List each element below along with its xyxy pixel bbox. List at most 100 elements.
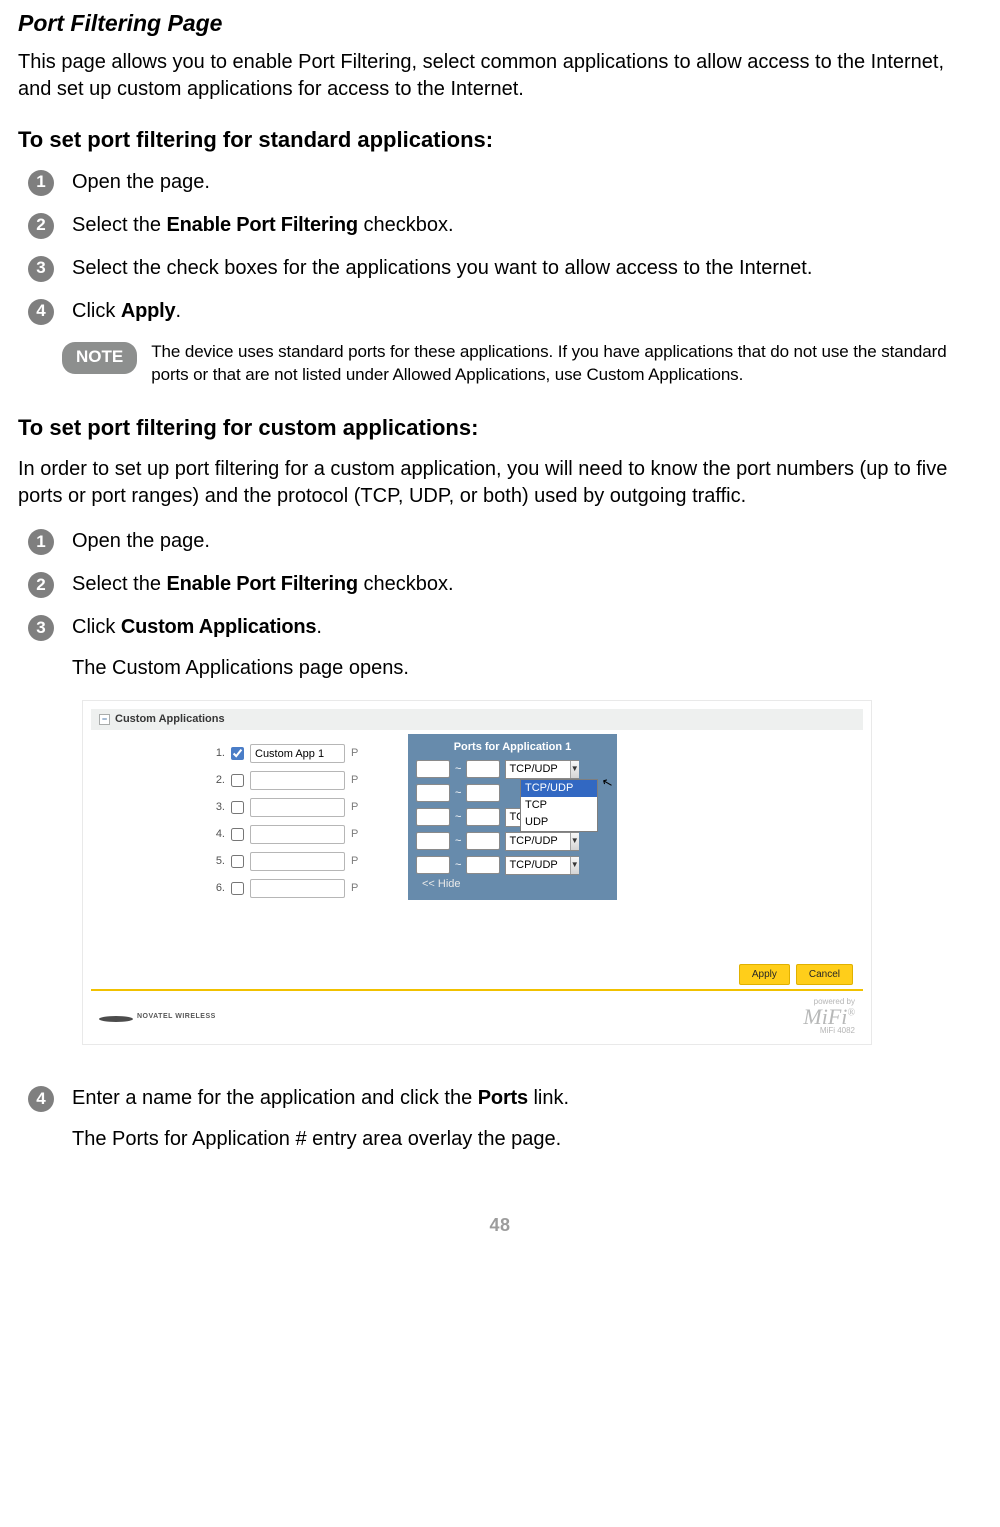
step-bullet: 3 xyxy=(28,256,54,282)
port-from-input[interactable] xyxy=(416,856,450,874)
chevron-down-icon: ▼ xyxy=(570,761,579,778)
app-name-input[interactable] xyxy=(250,771,345,790)
step-4: 4 Click Apply. xyxy=(28,298,982,325)
proto-value: TCP/UDP xyxy=(509,858,557,873)
range-sep: ~ xyxy=(455,810,461,825)
step-bullet: 1 xyxy=(28,170,54,196)
custom-desc: In order to set up port filtering for a … xyxy=(18,456,982,510)
app-checkbox[interactable] xyxy=(231,801,244,814)
app-checkbox[interactable] xyxy=(231,828,244,841)
app-checkbox[interactable] xyxy=(231,855,244,868)
port-row: ~ TCP/UDP ▼ xyxy=(416,856,609,875)
step-1: 1 Open the page. xyxy=(28,528,982,555)
dd-option[interactable]: UDP xyxy=(521,814,597,831)
ui-ref: Enable Port Filtering xyxy=(167,214,358,236)
step-text: Select the Enable Port Filtering checkbo… xyxy=(72,571,982,598)
row-num: 5. xyxy=(211,854,225,869)
protocol-dropdown-open[interactable]: TCP/UDP TCP UDP xyxy=(520,779,598,832)
port-to-input[interactable] xyxy=(466,760,500,778)
steps-standard: 1 Open the page. 2 Select the Enable Por… xyxy=(28,169,982,325)
step-bullet: 3 xyxy=(28,615,54,641)
range-sep: ~ xyxy=(455,834,461,849)
ports-overlay: Ports for Application 1 ~ TCP/UDP▼ TCP/U… xyxy=(408,734,617,900)
page-number: 48 xyxy=(18,1213,982,1237)
ports-link-letter[interactable]: P xyxy=(351,881,358,896)
app-checkbox[interactable] xyxy=(231,774,244,787)
app-name-input[interactable] xyxy=(250,744,345,763)
step-3: 3 Select the check boxes for the applica… xyxy=(28,255,982,282)
t: checkbox. xyxy=(358,573,454,595)
screenshot-footer: NOVATEL WIRELESS powered by MiFi® MiFi 4… xyxy=(91,997,863,1036)
port-from-input[interactable] xyxy=(416,832,450,850)
protocol-select[interactable]: TCP/UDP▼ xyxy=(505,832,579,851)
hide-link[interactable]: << Hide xyxy=(416,877,609,892)
collapse-icon[interactable]: − xyxy=(99,714,110,725)
t: Click xyxy=(72,616,121,638)
t: checkbox. xyxy=(358,214,454,236)
panel-header[interactable]: − Custom Applications xyxy=(91,709,863,730)
step-3: 3 Click Custom Applications. xyxy=(28,614,982,641)
intro-text: This page allows you to enable Port Filt… xyxy=(18,49,982,103)
dd-option[interactable]: TCP/UDP xyxy=(521,780,597,797)
step-bullet: 4 xyxy=(28,299,54,325)
section-title: Port Filtering Page xyxy=(18,8,982,39)
divider xyxy=(91,989,863,991)
protocol-select[interactable]: TCP/UDP ▼ xyxy=(505,856,579,875)
heading-standard-apps: To set port filtering for standard appli… xyxy=(18,125,982,155)
ports-link-letter[interactable]: P xyxy=(351,773,358,788)
cancel-button[interactable]: Cancel xyxy=(796,964,853,985)
port-from-input[interactable] xyxy=(416,784,450,802)
port-row: ~ TCP/UDP▼ TCP/UDP TCP UDP ↖ xyxy=(416,760,609,779)
steps-custom-cont: 4 Enter a name for the application and c… xyxy=(28,1085,982,1112)
apply-button[interactable]: Apply xyxy=(739,964,790,985)
step-3-result: The Custom Applications page opens. xyxy=(72,655,982,682)
chevron-down-icon: ▼ xyxy=(570,857,579,874)
ports-link-letter[interactable]: P xyxy=(351,854,358,869)
app-checkbox[interactable] xyxy=(231,882,244,895)
ports-link-letter[interactable]: P xyxy=(351,827,358,842)
app-name-input[interactable] xyxy=(250,798,345,817)
t: Select the xyxy=(72,573,167,595)
t: . xyxy=(175,300,181,322)
step-text: Open the page. xyxy=(72,169,982,196)
step-4: 4 Enter a name for the application and c… xyxy=(28,1085,982,1112)
step-1: 1 Open the page. xyxy=(28,169,982,196)
step-2: 2 Select the Enable Port Filtering check… xyxy=(28,212,982,239)
range-sep: ~ xyxy=(455,786,461,801)
port-to-input[interactable] xyxy=(466,856,500,874)
proto-value: TCP/UDP xyxy=(509,762,557,777)
dd-option[interactable]: TCP xyxy=(521,797,597,814)
range-sep: ~ xyxy=(455,762,461,777)
ports-link-letter[interactable]: P xyxy=(351,746,358,761)
ports-link-letter[interactable]: P xyxy=(351,800,358,815)
step-2: 2 Select the Enable Port Filtering check… xyxy=(28,571,982,598)
mifi-logo: powered by MiFi® MiFi 4082 xyxy=(803,997,855,1036)
range-sep: ~ xyxy=(455,858,461,873)
port-from-input[interactable] xyxy=(416,808,450,826)
app-name-input[interactable] xyxy=(250,825,345,844)
step-text: Select the check boxes for the applicati… xyxy=(72,255,982,282)
app-list-panel: 1. P 2. P 3. P 4. P 5. P xyxy=(91,734,863,934)
port-row: ~ TCP/UDP▼ xyxy=(416,832,609,851)
note-text: The device uses standard ports for these… xyxy=(151,341,982,387)
step-text: Enter a name for the application and cli… xyxy=(72,1085,982,1112)
port-to-input[interactable] xyxy=(466,808,500,826)
steps-custom: 1 Open the page. 2 Select the Enable Por… xyxy=(28,528,982,641)
app-name-input[interactable] xyxy=(250,852,345,871)
step-text: Click Apply. xyxy=(72,298,982,325)
port-to-input[interactable] xyxy=(466,832,500,850)
port-from-input[interactable] xyxy=(416,760,450,778)
row-num: 6. xyxy=(211,881,225,896)
ui-ref: Apply xyxy=(121,300,176,322)
app-checkbox[interactable] xyxy=(231,747,244,760)
step-4-result: The Ports for Application # entry area o… xyxy=(72,1126,982,1153)
port-to-input[interactable] xyxy=(466,784,500,802)
row-num: 1. xyxy=(211,746,225,761)
protocol-select[interactable]: TCP/UDP ▼ xyxy=(505,760,579,779)
row-num: 4. xyxy=(211,827,225,842)
note-label: NOTE xyxy=(62,342,137,374)
ui-ref: Ports xyxy=(478,1087,528,1109)
step-bullet: 2 xyxy=(28,572,54,598)
step-bullet: 4 xyxy=(28,1086,54,1112)
app-name-input[interactable] xyxy=(250,879,345,898)
